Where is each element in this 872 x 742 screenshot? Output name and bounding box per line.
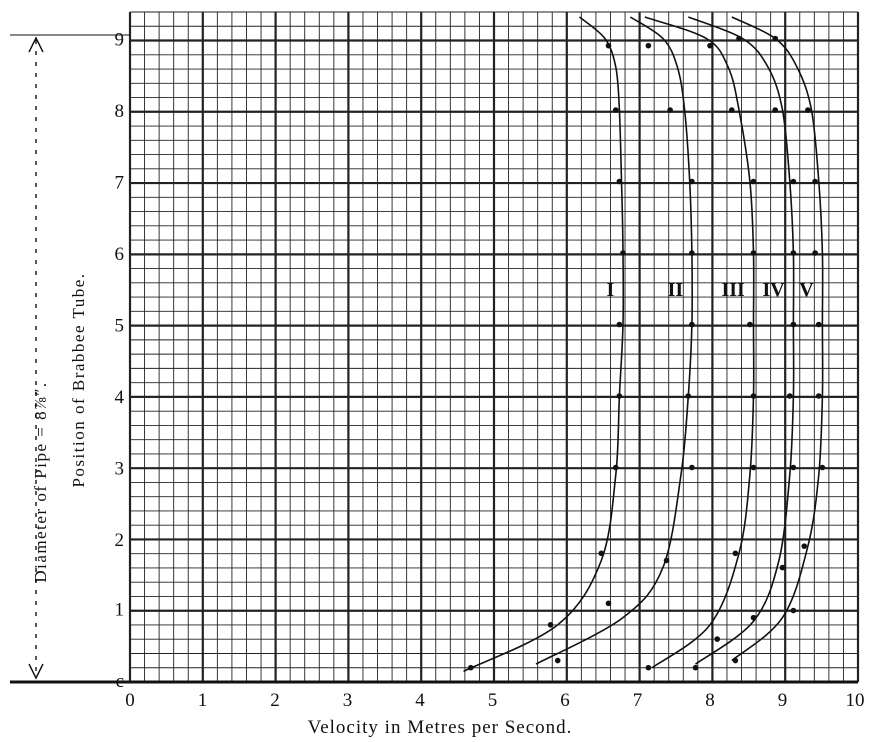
data-point-V bbox=[812, 250, 818, 256]
data-point-I bbox=[612, 107, 619, 113]
y-tick-labels: c 1 2 3 4 5 6 7 8 9 bbox=[115, 30, 125, 693]
y-tick-label: 8 bbox=[115, 101, 125, 122]
data-point-V bbox=[732, 657, 739, 664]
data-point-IV bbox=[779, 564, 786, 571]
x-tick-labels: 0 1 2 3 4 5 6 7 8 9 10 bbox=[125, 690, 864, 711]
curve-V bbox=[731, 16, 824, 662]
grid bbox=[10, 11, 860, 684]
velocity-curves bbox=[463, 16, 824, 673]
data-point-V bbox=[772, 35, 779, 42]
y-tick-label: 1 bbox=[115, 600, 125, 621]
data-point-III bbox=[714, 636, 721, 642]
x-tick-label: 9 bbox=[778, 690, 788, 711]
x-tick-label: 7 bbox=[633, 690, 643, 711]
y-tick-label: 4 bbox=[115, 387, 125, 408]
data-point-II bbox=[605, 600, 612, 607]
data-point-V bbox=[815, 321, 822, 328]
data-point-V bbox=[819, 464, 826, 471]
series-label-V: V bbox=[799, 279, 814, 301]
pipe-diameter-marker bbox=[10, 34, 130, 680]
data-point-III bbox=[707, 42, 713, 49]
data-point-II bbox=[645, 42, 652, 49]
data-point-III bbox=[732, 550, 739, 557]
x-axis-title: Velocity in Metres per Second. bbox=[308, 717, 573, 738]
data-point-III bbox=[750, 393, 757, 399]
data-point-III bbox=[750, 178, 757, 185]
series-label-II: II bbox=[668, 279, 684, 301]
data-point-IV bbox=[692, 664, 699, 671]
y-tick-label: 9 bbox=[115, 30, 125, 51]
data-point-I bbox=[547, 622, 554, 628]
x-tick-label: 3 bbox=[343, 690, 353, 711]
data-point-I bbox=[598, 550, 605, 557]
data-point-I bbox=[616, 321, 623, 328]
x-tick-label: 1 bbox=[198, 690, 208, 711]
x-tick-label: 6 bbox=[560, 690, 570, 711]
x-tick-label: 4 bbox=[415, 690, 425, 711]
series-label-III: III bbox=[721, 279, 745, 301]
data-point-IV bbox=[790, 321, 797, 328]
data-point-I bbox=[620, 250, 626, 256]
data-point-I bbox=[612, 464, 619, 471]
curve-III bbox=[644, 16, 755, 669]
data-point-I bbox=[616, 178, 623, 185]
data-point-IV bbox=[790, 178, 797, 185]
data-point-V bbox=[801, 543, 808, 549]
data-point-II bbox=[689, 178, 695, 185]
data-point-V bbox=[812, 178, 818, 185]
x-tick-label: 10 bbox=[846, 690, 865, 711]
data-point-IV bbox=[786, 393, 793, 399]
y-tick-label: 5 bbox=[115, 316, 125, 337]
x-tick-label: 2 bbox=[270, 690, 280, 711]
y-tick-label: 2 bbox=[115, 530, 125, 551]
curve-IV bbox=[688, 16, 795, 665]
data-point-III bbox=[750, 250, 757, 256]
data-point-IV bbox=[736, 35, 742, 42]
data-point-IV bbox=[790, 464, 797, 471]
data-point-II bbox=[689, 321, 695, 328]
x-tick-label: 8 bbox=[705, 690, 715, 711]
data-point-III bbox=[747, 321, 753, 328]
data-point-II bbox=[663, 557, 670, 564]
measured-points bbox=[467, 35, 826, 671]
data-point-II bbox=[685, 393, 692, 399]
data-point-V bbox=[815, 393, 822, 399]
y-tick-label: 7 bbox=[115, 173, 125, 194]
data-point-I bbox=[616, 393, 623, 399]
y-tick-label: 6 bbox=[115, 244, 125, 265]
x-tick-label: 5 bbox=[488, 690, 498, 711]
data-point-II bbox=[689, 250, 695, 256]
series-label-IV: IV bbox=[762, 279, 785, 301]
data-point-III bbox=[645, 664, 652, 671]
data-point-II bbox=[554, 657, 561, 664]
pipe-diameter-label: Diameter of Pipe = 8⅞″. bbox=[31, 381, 50, 582]
y-tick-label: c bbox=[116, 671, 124, 692]
data-point-III bbox=[750, 464, 757, 471]
data-point-IV bbox=[772, 107, 779, 113]
y-axis-title: Position of Brabbee Tube. bbox=[69, 272, 88, 487]
curve-I bbox=[463, 16, 625, 673]
data-point-IV bbox=[750, 614, 757, 621]
data-point-I bbox=[605, 42, 612, 49]
data-point-II bbox=[689, 464, 695, 471]
data-point-III bbox=[728, 107, 735, 113]
data-point-V bbox=[805, 107, 811, 113]
data-point-IV bbox=[790, 250, 797, 256]
series-labels: I II III IV V bbox=[607, 279, 815, 301]
x-tick-label: 0 bbox=[125, 690, 135, 711]
curve-II bbox=[535, 16, 694, 665]
data-point-V bbox=[790, 607, 797, 614]
data-point-I bbox=[467, 664, 474, 671]
data-point-II bbox=[667, 107, 673, 113]
y-tick-label: 3 bbox=[115, 459, 125, 480]
series-label-I: I bbox=[607, 279, 615, 301]
